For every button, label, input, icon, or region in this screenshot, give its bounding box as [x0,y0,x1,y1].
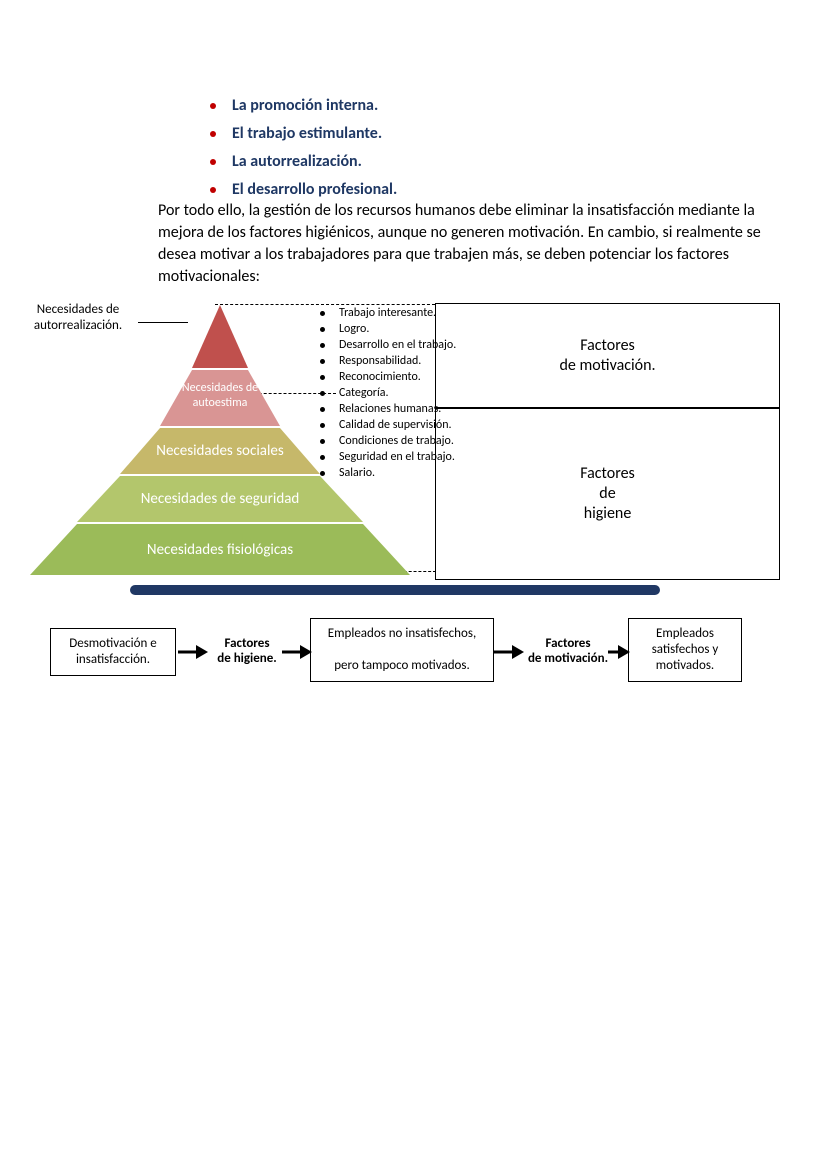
bullet-icon [320,391,325,396]
list-item-label: El trabajo estimulante. [232,123,382,145]
list-item-label: El desarrollo profesional. [232,179,397,201]
arrow-icon [608,644,630,660]
list-item-label: La promoción interna. [232,95,378,117]
body-paragraph: Por todo ello, la gestión de los recurso… [158,200,768,288]
list-item: La promoción interna. [210,95,610,117]
list-item-label: Trabajo interesante. [339,306,436,321]
bullet-icon [320,359,325,364]
list-item: La autorrealización. [210,151,610,173]
arrow-icon [178,644,208,660]
factors-hygiene-box: Factores de higiene [435,408,780,580]
bullet-icon [320,407,325,412]
list-item-label: Categoría. [339,386,389,401]
bullet-icon [210,187,216,193]
flow-arrow-label-2: Factores de motivación. [518,636,618,666]
bullet-icon [320,311,325,316]
flow-diagram: Desmotivación e insatisfacción. Factores… [38,618,778,698]
bullet-icon [320,375,325,380]
pyramid-level-5-label: Necesidades fisiológicas [147,541,293,559]
list-item-label: Responsabilidad. [339,354,421,369]
factors-motivation-box: Factores de motivación. [435,303,780,408]
list-item-label: Relaciones humanas. [339,402,441,417]
list-item-label: La autorrealización. [232,151,362,173]
pyramid-level-2-label-line1: Necesidades de [182,381,258,395]
page: La promoción interna. El trabajo estimul… [0,0,828,1171]
bullet-icon [320,327,325,332]
flow-box-2: Empleados no insatisfechos, pero tampoco… [310,618,494,682]
bullet-icon [320,423,325,428]
list-item-label: Logro. [339,322,369,337]
pyramid-level-1 [192,305,248,368]
list-item-label: Reconocimiento. [339,370,421,385]
bullet-icon [210,103,216,109]
bullet-icon [320,343,325,348]
bullet-icon [320,455,325,460]
list-item-label: Salario. [339,466,375,481]
flow-box-3: Empleados satisfechos y motivados. [628,618,742,682]
bullet-icon [320,471,325,476]
bullet-icon [320,439,325,444]
flow-box-1: Desmotivación e insatisfacción. [50,628,176,676]
bullet-icon [210,131,216,137]
list-item: El desarrollo profesional. [210,179,610,201]
pyramid-level-4-label: Necesidades de seguridad [141,490,300,508]
list-item: El trabajo estimulante. [210,123,610,145]
divider-bar [130,585,660,595]
bullet-icon [210,159,216,165]
pyramid-level-2-label-line2: autoestima [193,396,248,410]
pyramid-level-3-label: Necesidades sociales [156,442,284,460]
arrow-icon [282,644,312,660]
flow-arrow-label-1: Factores de higiene. [206,636,288,666]
top-bullet-list: La promoción interna. El trabajo estimul… [210,95,610,207]
